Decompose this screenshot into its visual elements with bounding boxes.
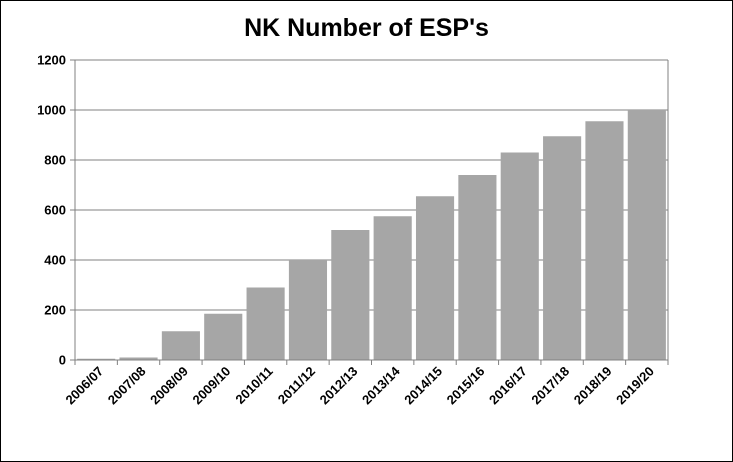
bar bbox=[500, 152, 539, 360]
bar bbox=[627, 110, 666, 360]
x-tick-label: 2019/20 bbox=[613, 364, 657, 408]
bar bbox=[246, 287, 285, 360]
x-tick-label: 2012/13 bbox=[317, 364, 361, 408]
bar bbox=[77, 358, 116, 360]
x-tick-label: 2013/14 bbox=[359, 363, 403, 407]
bar bbox=[119, 357, 158, 360]
bars bbox=[77, 110, 666, 360]
x-tick-label: 2008/09 bbox=[147, 364, 191, 408]
y-tick-label: 200 bbox=[44, 303, 66, 318]
bar bbox=[331, 230, 370, 360]
chart-title: NK Number of ESP's bbox=[244, 14, 489, 42]
bar bbox=[161, 331, 200, 360]
x-tick-label: 2018/19 bbox=[571, 364, 615, 408]
x-tick-label: 2006/07 bbox=[62, 364, 106, 408]
bar bbox=[373, 216, 412, 360]
axes bbox=[70, 59, 669, 365]
x-tick-label: 2010/11 bbox=[232, 364, 275, 407]
y-tick-label: 600 bbox=[44, 203, 66, 218]
y-tick-label: 1200 bbox=[37, 53, 66, 68]
bar bbox=[288, 260, 328, 360]
bar bbox=[204, 313, 243, 360]
x-tick-label: 2009/10 bbox=[190, 364, 234, 408]
y-tick-label: 0 bbox=[59, 353, 66, 368]
y-tick-label: 800 bbox=[44, 153, 66, 168]
bar bbox=[585, 121, 624, 360]
bar bbox=[415, 196, 455, 360]
bar bbox=[543, 136, 582, 360]
x-tick-label: 2016/17 bbox=[486, 364, 530, 408]
y-tick-label: 400 bbox=[44, 253, 66, 268]
x-tick-label: 2014/15 bbox=[401, 364, 445, 408]
x-tick-label: 2007/08 bbox=[105, 364, 149, 408]
bar bbox=[458, 175, 497, 360]
x-tick-label: 2015/16 bbox=[444, 364, 488, 408]
y-tick-label: 1000 bbox=[37, 103, 66, 118]
x-tick-label: 2011/12 bbox=[275, 364, 318, 407]
x-tick-label: 2017/18 bbox=[528, 364, 572, 408]
